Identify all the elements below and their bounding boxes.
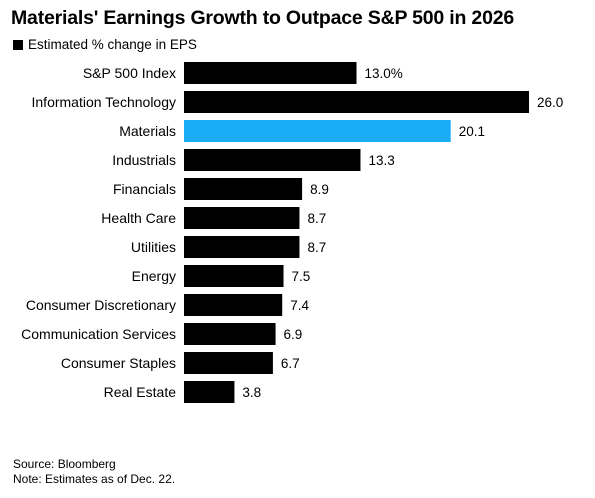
category-label-health-care: Health Care	[101, 210, 176, 226]
bar-energy	[184, 265, 284, 287]
category-label-utilities: Utilities	[131, 239, 176, 255]
category-label-energy: Energy	[132, 268, 176, 284]
estimate-note: Note: Estimates as of Dec. 22.	[13, 472, 176, 486]
bar-sandp-500-index	[184, 62, 357, 84]
value-label-sandp-500-index: 13.0%	[365, 66, 403, 81]
value-label-real-estate: 3.8	[242, 385, 261, 400]
bar-consumer-discretionary	[184, 294, 283, 316]
category-label-materials: Materials	[119, 123, 176, 139]
bar-health-care	[184, 207, 300, 229]
chart-footer: Source: Bloomberg Note: Estimates as of …	[13, 457, 175, 487]
value-label-materials: 20.1	[459, 124, 485, 139]
value-label-energy: 7.5	[292, 269, 311, 284]
source-note: Source: Bloomberg	[13, 457, 116, 471]
category-label-communication-services: Communication Services	[21, 326, 176, 342]
bar-financials	[184, 178, 303, 200]
legend-swatch	[13, 39, 23, 50]
value-label-utilities: 8.7	[307, 240, 326, 255]
value-label-financials: 8.9	[310, 182, 329, 197]
category-label-financials: Financials	[113, 181, 176, 197]
value-label-consumer-discretionary: 7.4	[290, 298, 309, 313]
value-label-consumer-staples: 6.7	[281, 356, 300, 371]
value-label-information-technology: 26.0	[537, 95, 563, 110]
bar-real-estate	[184, 381, 235, 403]
category-label-real-estate: Real Estate	[104, 384, 177, 400]
bar-industrials	[184, 149, 361, 171]
category-label-information-technology: Information Technology	[32, 94, 177, 110]
value-label-communication-services: 6.9	[284, 327, 303, 342]
bar-consumer-staples	[184, 352, 273, 374]
category-label-sandp-500-index: S&P 500 Index	[83, 65, 176, 81]
bar-information-technology	[184, 91, 529, 113]
category-label-consumer-staples: Consumer Staples	[61, 355, 176, 371]
legend-label: Estimated % change in EPS	[28, 37, 197, 52]
chart-legend: Estimated % change in EPS	[13, 37, 197, 52]
category-label-industrials: Industrials	[112, 152, 176, 168]
bar-utilities	[184, 236, 300, 258]
chart-title: Materials' Earnings Growth to Outpace S&…	[11, 7, 515, 29]
value-label-health-care: 8.7	[307, 211, 326, 226]
bar-communication-services	[184, 323, 276, 345]
value-label-industrials: 13.3	[368, 153, 394, 168]
bar-materials	[184, 120, 451, 142]
category-label-consumer-discretionary: Consumer Discretionary	[26, 297, 176, 313]
